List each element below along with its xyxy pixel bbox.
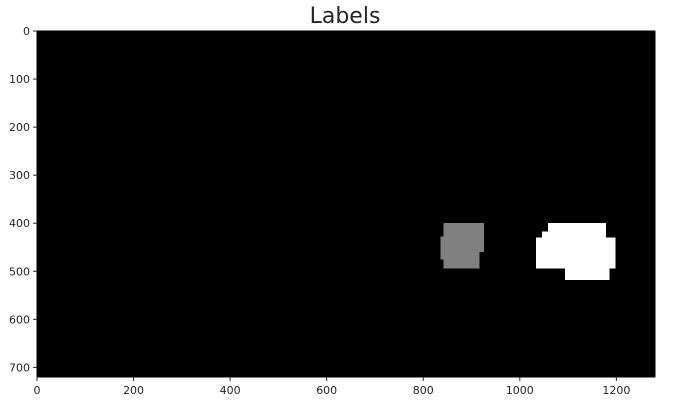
x-tick-label: 200 [123,384,144,397]
x-tick-label: 600 [316,384,337,397]
label-region-2 [536,223,616,280]
plot-area [37,31,655,377]
y-tick-label: 0 [23,25,30,38]
label-region-2-block [565,268,610,280]
x-tick-label: 1200 [602,384,630,397]
label-region-1-block [443,223,485,237]
y-tick-label: 300 [9,169,30,182]
y-tick-label: 700 [9,361,30,374]
y-tick-label: 600 [9,313,30,326]
label-region-2-block [542,231,606,238]
label-region-1-block [440,252,480,260]
label-region-2-block [547,223,606,232]
x-tick-label: 800 [413,384,434,397]
y-tick-label: 400 [9,217,30,230]
x-tick-label: 400 [220,384,241,397]
x-tick-label: 0 [34,384,41,397]
label-region-2-block [536,237,616,269]
y-tick-label: 500 [9,265,30,278]
chart-title: Labels [310,4,381,29]
image-background [37,31,655,377]
y-tick-label: 100 [9,73,30,86]
y-tick-label: 200 [9,121,30,134]
label-region-1-block [443,259,480,269]
x-tick-label: 1000 [506,384,534,397]
label-region-1-block [440,236,485,253]
axes-frame [36,30,656,378]
label-region-1 [440,223,485,269]
axes: 0 200 400 600 800 1000 1200 0 100 200 300 400 500 600… [9,25,656,397]
